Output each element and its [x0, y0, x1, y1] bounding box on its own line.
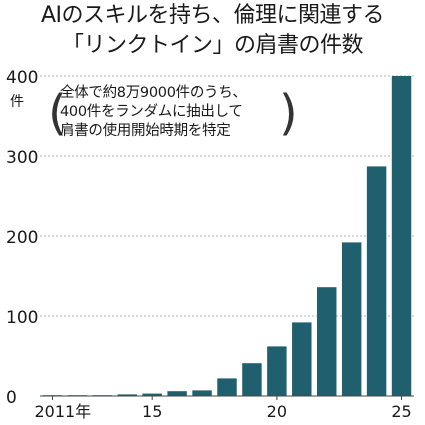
y-tick-label-300: 300	[6, 148, 38, 168]
note-line-3: 肩書の使用開始時期を特定	[60, 123, 231, 139]
chart-title-line1: AIのスキルを持ち、倫理に関連する	[40, 3, 385, 28]
x-tick-label-2015: 15	[142, 402, 162, 421]
y-tick-label-100: 100	[6, 308, 38, 328]
note-left-bracket: (	[48, 85, 67, 141]
bar-2022	[317, 287, 337, 396]
x-tick-label-2020: 20	[267, 402, 287, 421]
bar-2016	[167, 391, 187, 396]
note-line-1: 全体で約8万9000件のうち、	[60, 85, 247, 101]
bar-2024	[366, 166, 387, 396]
chart-title-line2: 「リンクトイン」の肩書の件数	[61, 33, 364, 58]
bar-2018	[217, 378, 237, 396]
x-tick-label-2025: 25	[391, 402, 411, 421]
bar-2025	[391, 76, 412, 396]
bar-2017	[192, 390, 212, 396]
chart-note: 全体で約8万9000件のうち、 400件をランダムに抽出して 肩書の使用開始時期…	[60, 84, 284, 141]
y-tick-label-0: 0	[6, 388, 17, 408]
y-tick-label-200: 200	[6, 228, 38, 248]
y-tick-label-400: 400	[6, 68, 38, 88]
note-right-bracket: )	[279, 85, 298, 141]
bar-2019	[242, 363, 262, 396]
bar-2021	[292, 322, 312, 396]
y-axis-unit-label: 件	[10, 94, 24, 110]
note-line-2: 400件をランダムに抽出して	[60, 104, 243, 120]
bar-2020	[267, 346, 287, 396]
bar-2023	[341, 242, 362, 396]
bar-2014	[117, 394, 137, 396]
bar-2015	[142, 393, 162, 396]
x-tick-label-2011: 2011年	[34, 402, 91, 421]
